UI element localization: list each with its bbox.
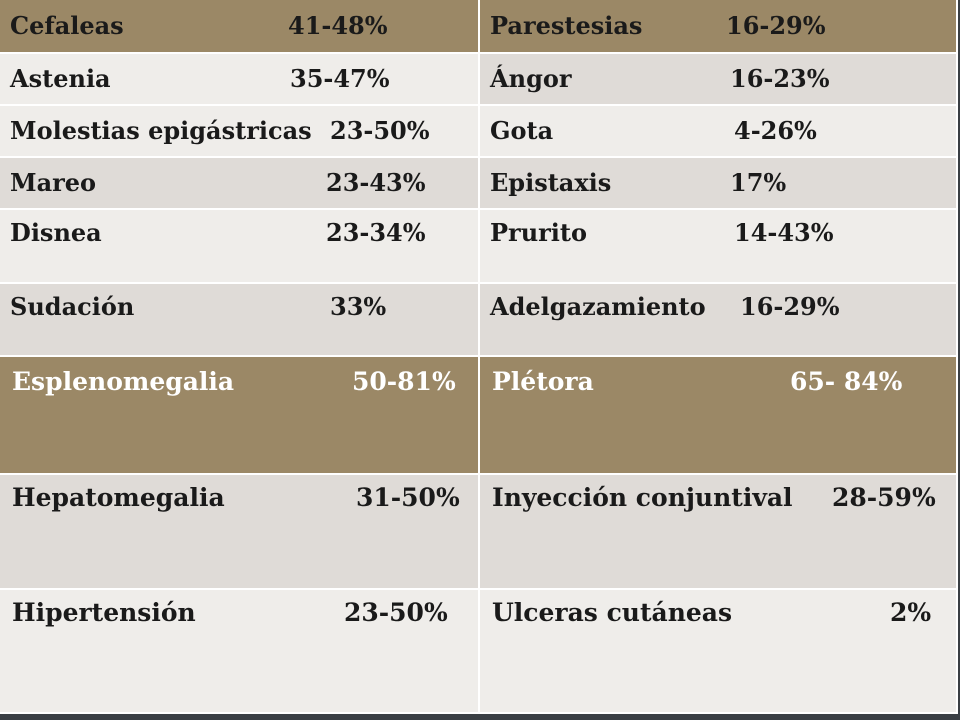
cell-value: 16-29% <box>726 11 826 40</box>
cell-value: 2% <box>890 598 932 627</box>
cell-label: Adelgazamiento <box>490 292 706 321</box>
table-cell: Molestias epigástricas 23-50% <box>0 106 480 158</box>
table-row: Cefaleas 41-48% Parestesias 16-29% <box>0 0 958 54</box>
cell-value: 23-34% <box>326 218 426 247</box>
cell-label: Cefaleas <box>10 11 124 40</box>
cell-label: Molestias epigástricas <box>10 116 312 145</box>
cell-label: Disnea <box>10 218 102 247</box>
table-cell: Inyección conjuntival 28-59% <box>480 475 958 590</box>
cell-label: Prurito <box>490 218 587 247</box>
table-cell: Hepatomegalia 31-50% <box>0 475 480 590</box>
table-cell: Sudación 33% <box>0 284 480 357</box>
table-cell: Plétora 65- 84% <box>480 357 958 475</box>
cell-label: Astenia <box>10 64 111 93</box>
cell-value: 33% <box>330 292 387 321</box>
table-row: Molestias epigástricas 23-50% Gota 4-26% <box>0 106 958 158</box>
cell-value: 4-26% <box>734 116 817 145</box>
cell-value: 14-43% <box>734 218 834 247</box>
table-cell: Cefaleas 41-48% <box>0 0 480 54</box>
cell-label: Plétora <box>492 367 594 396</box>
cell-value: 23-50% <box>344 598 448 627</box>
cell-label: Inyección conjuntival <box>492 483 793 512</box>
cell-label: Parestesias <box>490 11 643 40</box>
cell-value: 35-47% <box>290 64 390 93</box>
table-cell: Adelgazamiento 16-29% <box>480 284 958 357</box>
table-cell: Hipertensión 23-50% <box>0 590 480 714</box>
cell-value: 16-23% <box>730 64 830 93</box>
cell-value: 17% <box>730 168 787 197</box>
cell-label: Ulceras cutáneas <box>492 598 733 627</box>
cell-label: Hipertensión <box>12 598 196 627</box>
table-row: Disnea 23-34% Prurito 14-43% <box>0 210 958 284</box>
cell-value: 28-59% <box>832 483 936 512</box>
table-cell: Epistaxis 17% <box>480 158 958 210</box>
table-cell: Astenia 35-47% <box>0 54 480 106</box>
table-cell: Prurito 14-43% <box>480 210 958 284</box>
table-row: Hipertensión 23-50% Ulceras cutáneas 2% <box>0 590 958 714</box>
table-row: Mareo 23-43% Epistaxis 17% <box>0 158 958 210</box>
cell-label: Sudación <box>10 292 135 321</box>
table-row: Sudación 33% Adelgazamiento 16-29% <box>0 284 958 357</box>
signs-table: Esplenomegalia 50-81% Plétora 65- 84% He… <box>0 357 958 714</box>
cell-value: 16-29% <box>740 292 840 321</box>
cell-label: Ángor <box>490 64 572 93</box>
cell-value: 41-48% <box>288 11 388 40</box>
table-cell: Gota 4-26% <box>480 106 958 158</box>
cell-label: Hepatomegalia <box>12 483 225 512</box>
cell-value: 50-81% <box>352 367 456 396</box>
table-row: Astenia 35-47% Ángor 16-23% <box>0 54 958 106</box>
cell-label: Mareo <box>10 168 97 197</box>
cell-value: 65- 84% <box>790 367 903 396</box>
table-row: Hepatomegalia 31-50% Inyección conjuntiv… <box>0 475 958 590</box>
symptoms-table: Cefaleas 41-48% Parestesias 16-29% Asten… <box>0 0 958 357</box>
cell-label: Gota <box>490 116 554 145</box>
cell-label: Esplenomegalia <box>12 367 235 396</box>
cell-value: 31-50% <box>356 483 460 512</box>
table-row: Esplenomegalia 50-81% Plétora 65- 84% <box>0 357 958 475</box>
table-cell: Ulceras cutáneas 2% <box>480 590 958 714</box>
table-cell: Ángor 16-23% <box>480 54 958 106</box>
table-cell: Mareo 23-43% <box>0 158 480 210</box>
cell-label: Epistaxis <box>490 168 612 197</box>
table-cell: Esplenomegalia 50-81% <box>0 357 480 475</box>
table-cell: Parestesias 16-29% <box>480 0 958 54</box>
cell-value: 23-43% <box>326 168 426 197</box>
table-cell: Disnea 23-34% <box>0 210 480 284</box>
cell-value: 23-50% <box>330 116 430 145</box>
